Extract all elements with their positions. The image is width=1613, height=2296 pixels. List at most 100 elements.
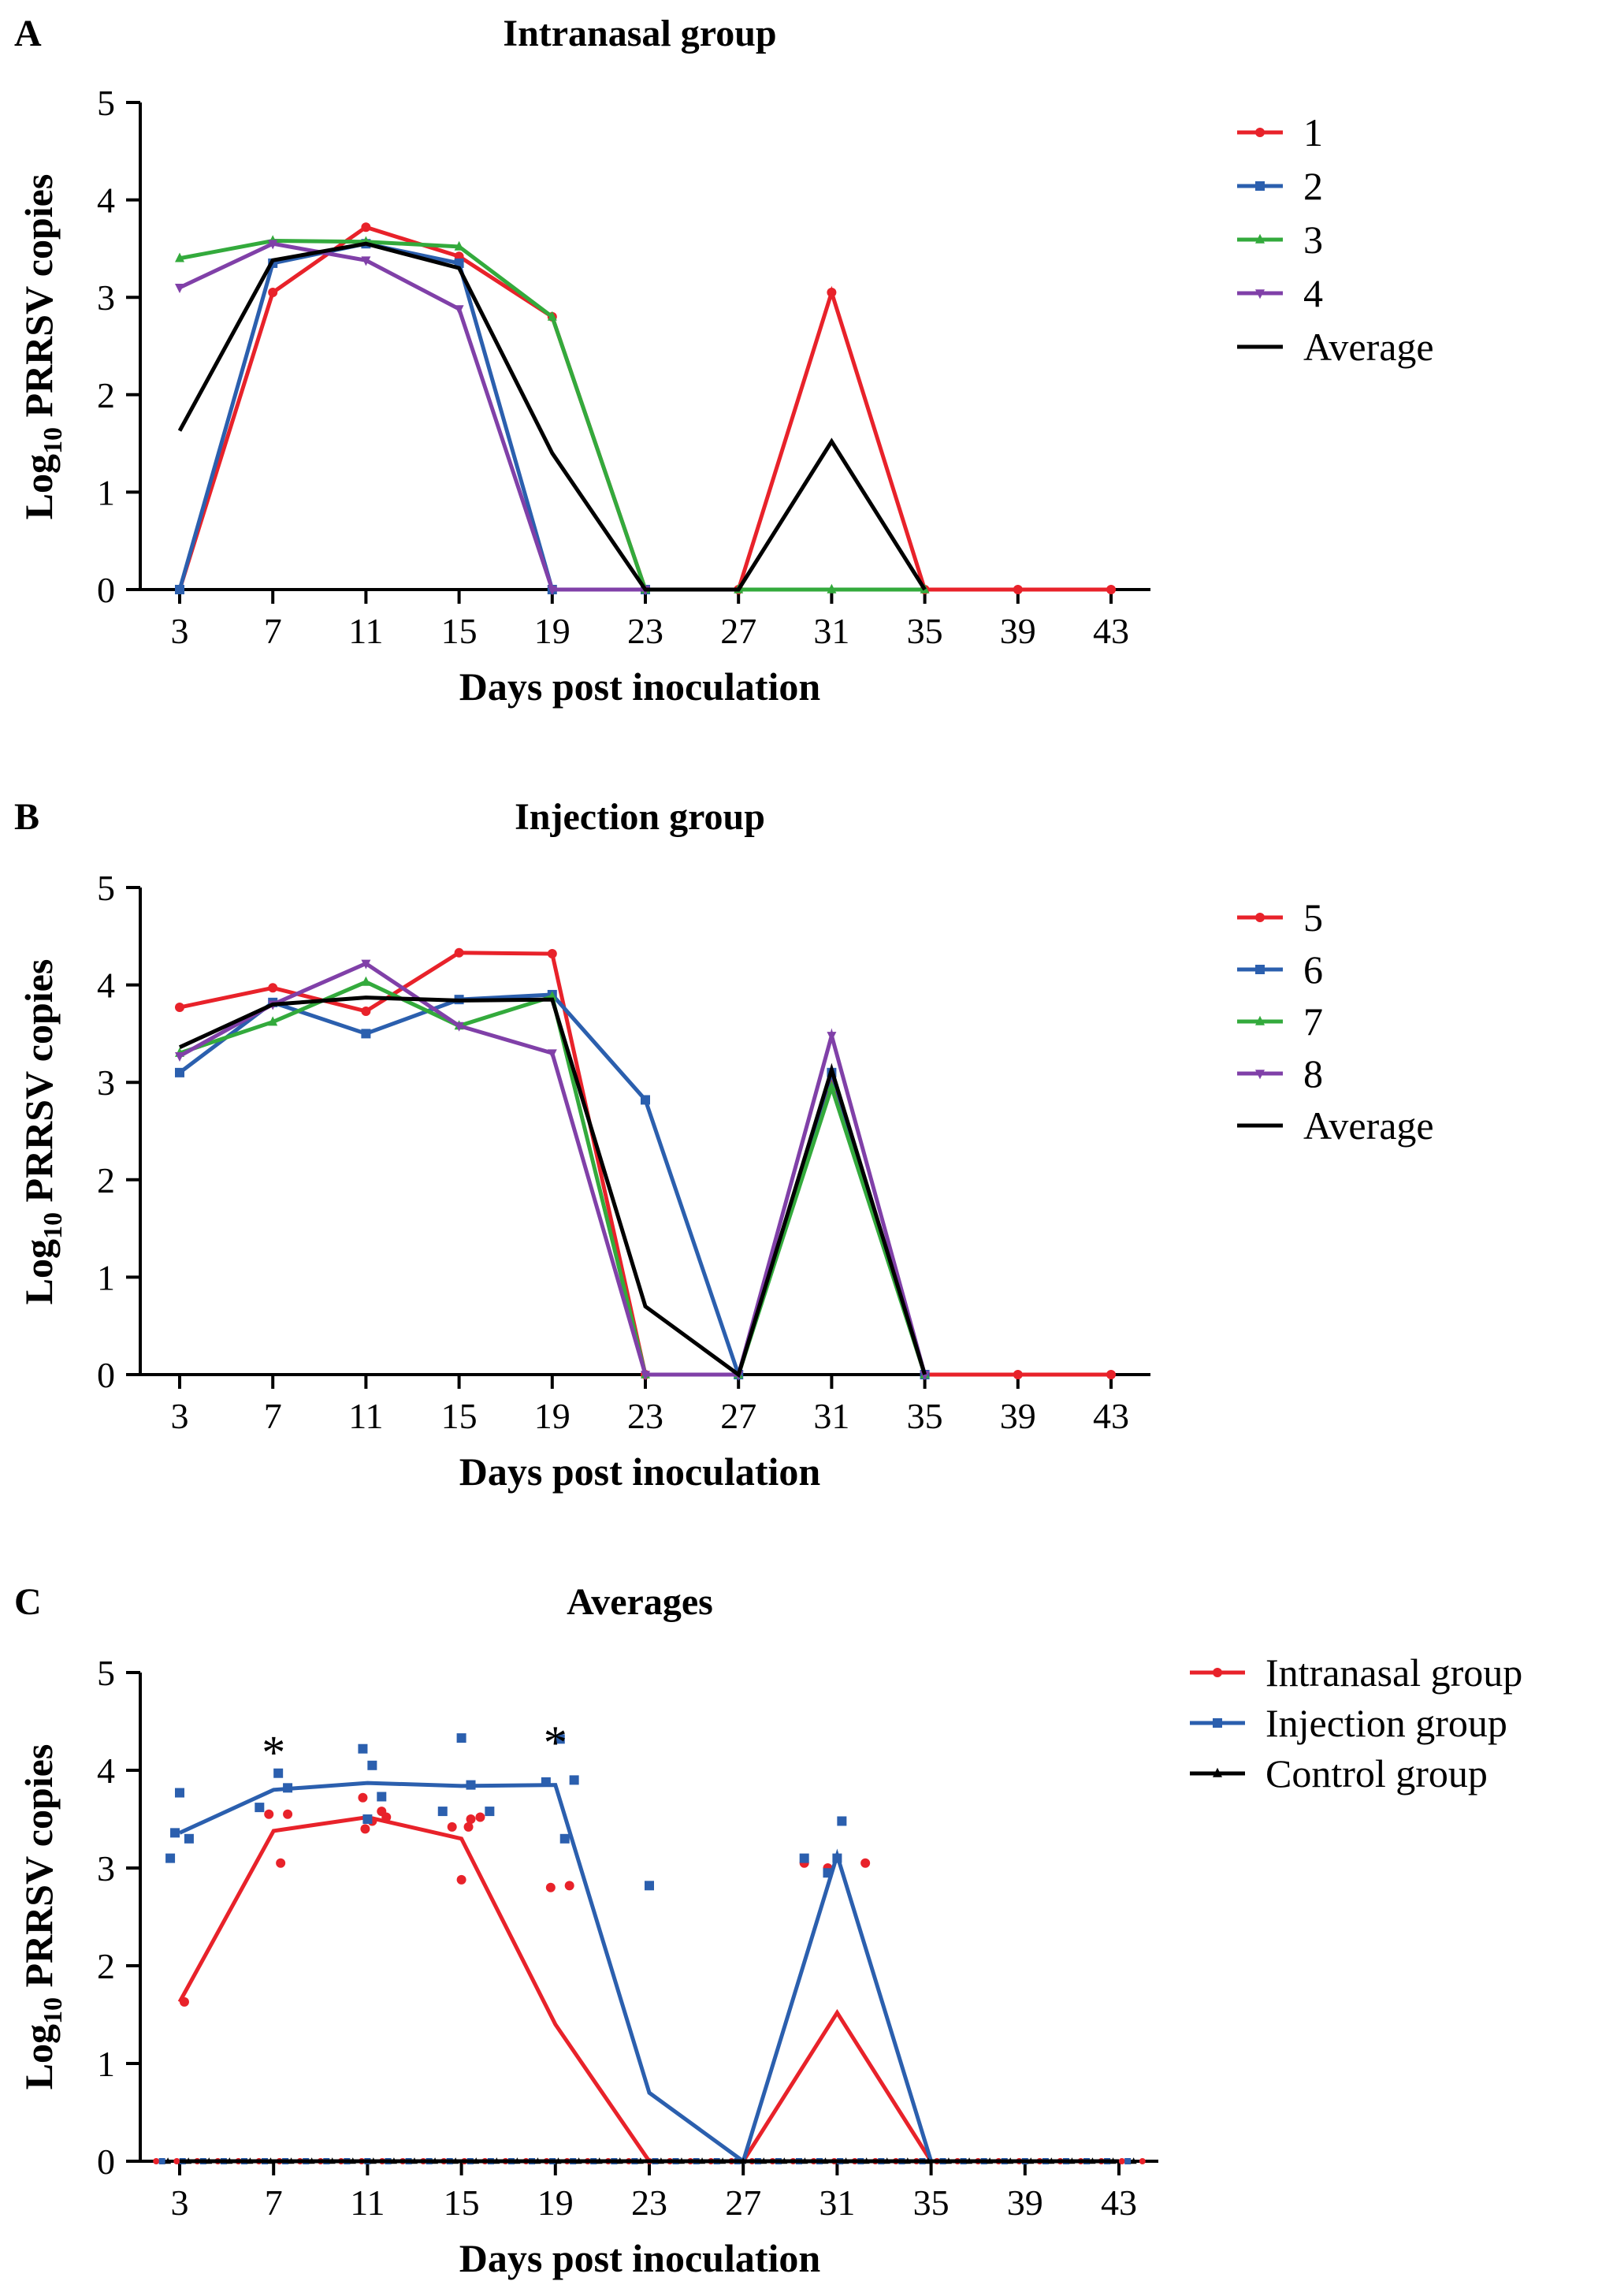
data-point [454, 240, 464, 251]
data-point [564, 1881, 574, 1891]
data-point [268, 1016, 278, 1026]
legend-item: 7 [1237, 999, 1323, 1044]
baseline-point [493, 2157, 500, 2164]
y-tick-label: 2 [97, 1160, 115, 1200]
legend-item: Average [1237, 1103, 1434, 1148]
baseline-point [452, 2157, 459, 2164]
panel-a: A Intranasal group Days post inoculation… [14, 13, 1434, 709]
data-point [547, 311, 557, 321]
legend-label: 4 [1303, 271, 1323, 315]
data-point [175, 1052, 184, 1062]
data-point [832, 1853, 842, 1863]
data-point [268, 288, 278, 298]
panel-b-y-axis-label: Log10 PRRSV copies [17, 959, 68, 1305]
baseline-point [349, 2157, 356, 2164]
series-intranasal-group [153, 1792, 1146, 2164]
data-point [361, 976, 371, 986]
panel-a-letter: A [14, 13, 42, 54]
data-point [283, 1783, 293, 1793]
baseline-point [411, 2157, 418, 2164]
panel-b-letter: B [14, 796, 39, 838]
data-point [454, 1021, 464, 1032]
x-tick-label: 19 [534, 611, 570, 651]
x-tick-label: 35 [907, 611, 943, 651]
data-point [268, 983, 278, 993]
x-tick-label: 31 [813, 1396, 849, 1436]
data-point [175, 585, 184, 594]
legend-marker [1255, 913, 1265, 922]
baseline-point [842, 2157, 849, 2164]
panel-a-x-axis-label: Days post inoculation [459, 664, 821, 709]
baseline-point [822, 2157, 829, 2164]
data-point [447, 1822, 457, 1832]
baseline-point [173, 2158, 180, 2164]
data-point [1013, 1370, 1023, 1379]
legend-marker [1255, 289, 1265, 300]
data-point [541, 1777, 551, 1787]
series-average [178, 995, 927, 1379]
baseline-point [308, 2157, 315, 2164]
x-tick-label: 15 [441, 611, 478, 651]
y-tick-label: 1 [97, 1257, 115, 1297]
y-tick-label: 4 [97, 180, 115, 221]
x-tick-label: 43 [1101, 2183, 1137, 2223]
y-tick-label: 1 [97, 2044, 115, 2084]
data-point [827, 583, 837, 594]
data-point [358, 1792, 368, 1803]
data-point [175, 1003, 184, 1013]
baseline-point [1118, 2158, 1125, 2164]
y-tick-label: 1 [97, 472, 115, 512]
data-point [273, 1768, 284, 1778]
baseline-point [555, 2157, 562, 2164]
data-point [475, 1812, 485, 1822]
y-tick-label: 4 [97, 966, 115, 1006]
series-line [179, 239, 925, 592]
y-tick-label: 0 [97, 570, 115, 610]
data-point [175, 1788, 184, 1798]
panel-b: B Injection group Days post inoculation … [14, 796, 1434, 1494]
data-point [1013, 585, 1023, 594]
baseline-point [390, 2157, 397, 2164]
data-point [456, 1874, 466, 1885]
series-line [178, 961, 927, 1377]
baseline-point [534, 2157, 541, 2164]
legend-item: Average [1237, 325, 1434, 369]
baseline-point [185, 2157, 192, 2164]
baseline-point [596, 2157, 603, 2164]
baseline-point [1069, 2157, 1076, 2164]
data-point [367, 1760, 377, 1770]
panel-c-y-axis-label: Log10 PRRSV copies [17, 1744, 68, 2090]
baseline-point [863, 2157, 870, 2164]
series-average [177, 241, 927, 592]
x-tick-label: 35 [907, 1396, 943, 1436]
data-point [268, 240, 278, 250]
series-line [177, 241, 927, 592]
data-point [170, 1828, 180, 1838]
y-tick-label: 0 [97, 2142, 115, 2182]
x-tick-label: 3 [171, 1396, 189, 1436]
series-2 [175, 239, 650, 594]
data-point [362, 1814, 373, 1824]
baseline-point [370, 2157, 377, 2164]
data-point [255, 1803, 265, 1813]
legend-label: Control group [1265, 1751, 1488, 1795]
x-tick-label: 11 [348, 1396, 383, 1436]
data-point [547, 586, 557, 596]
y-tick-label: 3 [97, 1848, 115, 1889]
panel-a-title: Intranasal group [503, 13, 776, 54]
series-line [178, 1781, 1119, 2165]
baseline-point [165, 2157, 172, 2164]
data-point [1106, 585, 1116, 594]
legend-item: 1 [1237, 110, 1323, 154]
series-1 [175, 222, 1116, 594]
data-point [641, 1371, 650, 1381]
data-point [466, 1814, 476, 1824]
x-tick-label: 31 [813, 611, 849, 651]
series-line [178, 995, 927, 1379]
panel-c-title: Averages [567, 1581, 713, 1623]
baseline-point [267, 2157, 274, 2164]
x-tick-label: 11 [348, 611, 383, 651]
